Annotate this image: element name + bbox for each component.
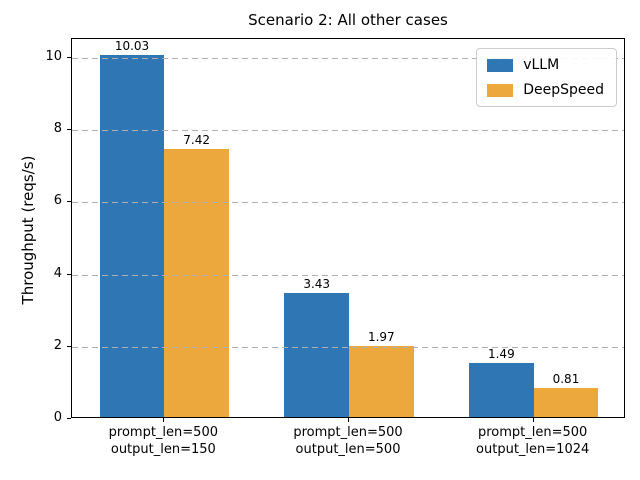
bar-vllm-cat1: [99, 55, 165, 417]
legend-swatch-icon: [487, 58, 514, 72]
y-tick-mark: [67, 201, 71, 203]
legend: vLLM DeepSpeed: [476, 48, 617, 107]
y-tick-mark: [67, 273, 71, 275]
y-tick-label: 6: [53, 193, 62, 209]
bar-deepspeed-cat3: [533, 387, 599, 417]
y-tick-mark: [67, 129, 71, 131]
bar-value-label: 3.43: [303, 277, 331, 292]
legend-label: DeepSpeed: [523, 82, 604, 98]
bar-value-label: 7.42: [183, 133, 210, 148]
y-tick-mark: [67, 418, 71, 419]
x-tick-mark: [348, 418, 349, 422]
bar-value-label: 1.49: [487, 347, 515, 362]
y-tick-label: 2: [53, 337, 62, 353]
bar-vllm-cat2: [284, 293, 349, 417]
x-tick-label: prompt_len=500 output_len=1024: [476, 425, 590, 457]
chart-title: Scenario 2: All other cases: [248, 11, 448, 29]
y-tick-label: 4: [53, 265, 62, 281]
bar-deepspeed-cat1: [164, 149, 229, 417]
bar-deepspeed-cat2: [349, 345, 414, 417]
legend-label: vLLM: [523, 57, 560, 73]
x-tick-label: prompt_len=500 output_len=500: [293, 425, 403, 457]
bar-value-label: 10.03: [114, 39, 150, 54]
y-tick-mark: [67, 57, 71, 59]
y-axis-label: Throughput (reqs/s): [19, 155, 37, 305]
x-tick-label: prompt_len=500 output_len=150: [108, 425, 218, 457]
bar-value-label: 1.97: [367, 329, 395, 344]
y-tick-label: 0: [53, 410, 62, 425]
bar-vllm-cat3: [469, 363, 534, 417]
legend-entry-vllm: vLLM: [487, 57, 604, 73]
y-tick-label: 10: [45, 49, 62, 65]
x-tick-mark: [163, 418, 165, 422]
x-tick-mark: [532, 418, 534, 422]
legend-entry-deepspeed: DeepSpeed: [487, 82, 604, 98]
legend-swatch-icon: [487, 83, 514, 97]
y-tick-mark: [67, 345, 71, 347]
bar-value-label: 0.81: [552, 371, 580, 386]
y-tick-label: 8: [53, 121, 62, 137]
